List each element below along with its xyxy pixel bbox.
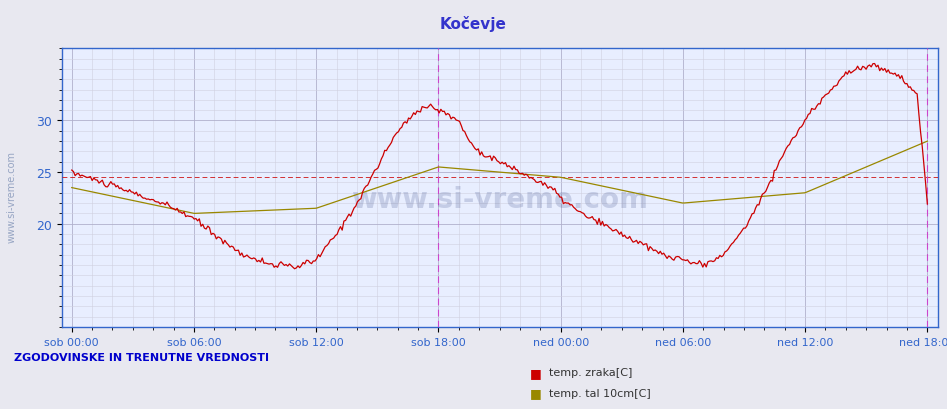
Text: ■: ■	[530, 366, 542, 379]
Text: temp. tal 10cm[C]: temp. tal 10cm[C]	[549, 388, 651, 398]
Text: temp. zraka[C]: temp. zraka[C]	[549, 367, 633, 377]
Text: ■: ■	[530, 386, 542, 399]
Text: ZGODOVINSKE IN TRENUTNE VREDNOSTI: ZGODOVINSKE IN TRENUTNE VREDNOSTI	[14, 352, 269, 362]
Text: www.si-vreme.com: www.si-vreme.com	[7, 151, 16, 242]
Text: www.si-vreme.com: www.si-vreme.com	[351, 185, 648, 213]
Text: Kočevje: Kočevje	[440, 16, 507, 32]
